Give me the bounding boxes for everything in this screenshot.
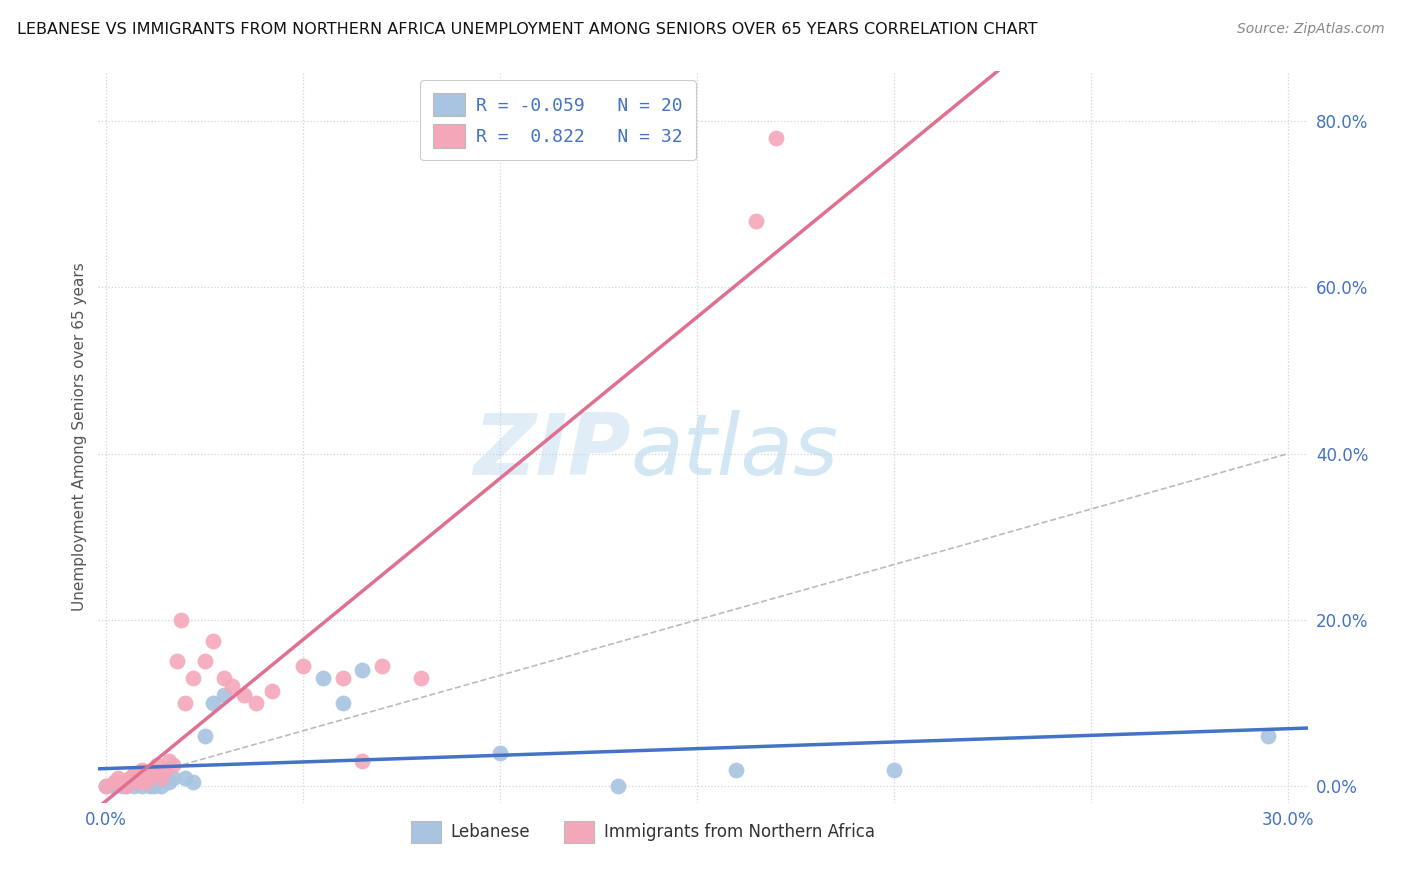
Point [725, 763, 748, 777]
Point [233, 688, 256, 702]
Point [371, 658, 394, 673]
Point [201, 696, 224, 710]
Point [607, 779, 630, 793]
Point [96, 779, 118, 793]
Point [745, 214, 768, 228]
Point [115, 779, 138, 793]
Point [352, 754, 374, 768]
Point [127, 775, 149, 789]
Point [221, 680, 243, 694]
Point [174, 771, 197, 785]
Point [135, 775, 157, 789]
Point [883, 763, 905, 777]
Point [201, 633, 224, 648]
Point [214, 688, 236, 702]
Point [118, 771, 141, 785]
Point [111, 779, 134, 793]
Point [107, 775, 129, 789]
Point [127, 775, 149, 789]
Y-axis label: Unemployment Among Seniors over 65 years: Unemployment Among Seniors over 65 years [72, 263, 87, 611]
Point [122, 766, 145, 780]
Point [181, 775, 204, 789]
Point [118, 775, 141, 789]
Point [194, 729, 217, 743]
Point [131, 779, 153, 793]
Point [142, 763, 165, 777]
Point [194, 655, 217, 669]
Point [157, 775, 180, 789]
Point [150, 779, 173, 793]
Point [138, 779, 160, 793]
Point [135, 775, 157, 789]
Point [150, 771, 173, 785]
Point [103, 779, 125, 793]
Text: LEBANESE VS IMMIGRANTS FROM NORTHERN AFRICA UNEMPLOYMENT AMONG SENIORS OVER 65 Y: LEBANESE VS IMMIGRANTS FROM NORTHERN AFR… [17, 22, 1038, 37]
Point [155, 763, 177, 777]
Point [162, 771, 184, 785]
Point [245, 696, 267, 710]
Point [352, 663, 374, 677]
Point [1257, 729, 1279, 743]
Point [312, 671, 335, 685]
Point [138, 766, 160, 780]
Point [292, 658, 315, 673]
Point [96, 779, 118, 793]
Point [214, 671, 236, 685]
Point [166, 655, 188, 669]
Point [122, 779, 145, 793]
Text: ZIP: ZIP [472, 410, 630, 493]
Point [146, 758, 169, 772]
Point [489, 746, 512, 760]
Point [170, 613, 193, 627]
Point [332, 671, 354, 685]
Point [107, 771, 129, 785]
Point [162, 758, 184, 772]
Text: atlas: atlas [630, 410, 838, 493]
Point [155, 771, 177, 785]
Point [157, 754, 180, 768]
Point [103, 775, 125, 789]
Point [142, 779, 165, 793]
Point [115, 779, 138, 793]
Point [181, 671, 204, 685]
Point [131, 763, 153, 777]
Legend: Lebanese, Immigrants from Northern Africa: Lebanese, Immigrants from Northern Afric… [404, 814, 882, 849]
Point [765, 131, 787, 145]
Point [174, 696, 197, 710]
Point [146, 771, 169, 785]
Point [411, 671, 433, 685]
Text: Source: ZipAtlas.com: Source: ZipAtlas.com [1237, 22, 1385, 37]
Point [260, 683, 283, 698]
Point [332, 696, 354, 710]
